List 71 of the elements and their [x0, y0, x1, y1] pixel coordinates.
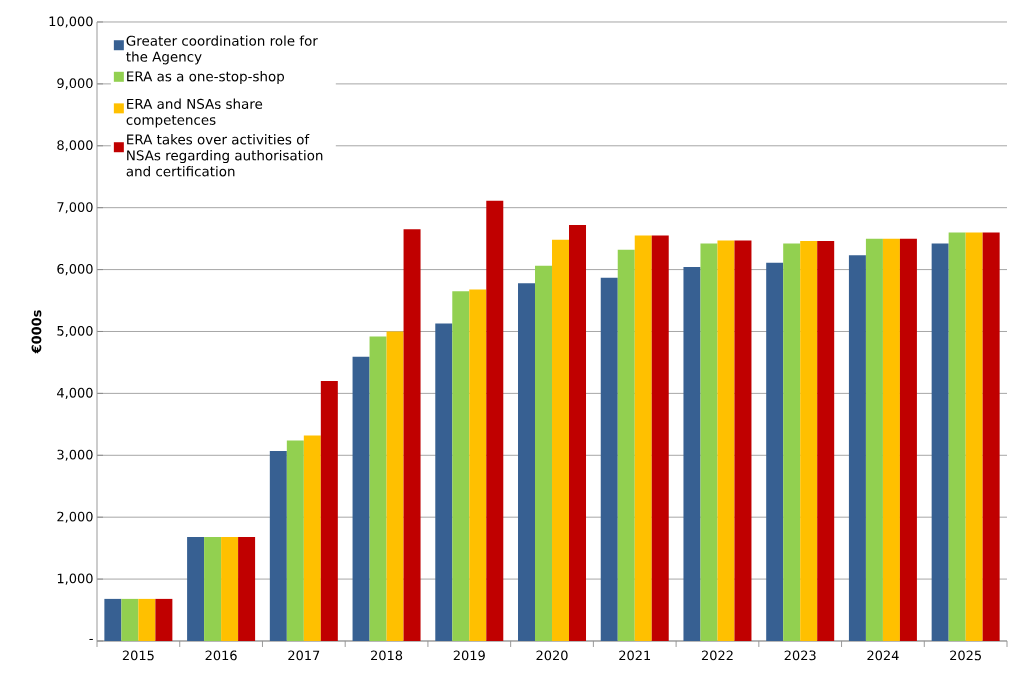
bar	[552, 239, 570, 641]
legend-label: ERA and NSAs share competences	[126, 98, 263, 128]
bar	[138, 598, 156, 641]
x-tick-label: 2023	[784, 650, 816, 661]
x-tick-label: 2018	[371, 650, 403, 661]
y-tick-label: 6,000	[57, 264, 93, 276]
bar	[734, 240, 752, 641]
bar	[783, 243, 801, 641]
x-tick-label: 2024	[867, 650, 899, 661]
bar	[800, 241, 818, 641]
x-tick-label: 2020	[536, 650, 568, 661]
bar	[651, 235, 669, 641]
bar	[766, 262, 784, 641]
y-tick-label: -	[89, 638, 93, 640]
bar	[982, 232, 1000, 641]
bar	[817, 241, 835, 641]
x-tick-label: 2021	[619, 650, 651, 661]
bar	[352, 356, 370, 641]
bar	[486, 200, 504, 641]
legend-label: ERA takes over activities of NSAs regarding authorisation and certification	[126, 134, 323, 177]
bar	[369, 336, 387, 641]
bar	[204, 536, 222, 641]
x-tick-label: 2022	[701, 650, 733, 661]
bar	[121, 598, 139, 641]
bar	[569, 225, 587, 641]
bar	[617, 249, 635, 641]
bar	[931, 243, 949, 641]
bar	[269, 450, 287, 641]
y-tick-label: 5,000	[57, 325, 93, 338]
bar	[238, 536, 256, 641]
legend-label: Greater coordination role for the Agency	[126, 35, 318, 65]
x-tick-label: 2025	[950, 650, 981, 661]
bar	[683, 267, 701, 641]
bar	[965, 232, 983, 641]
y-tick-label: 2,000	[57, 511, 93, 523]
y-tick-label: 10,000	[49, 16, 93, 28]
bar	[320, 381, 338, 641]
bar	[535, 265, 553, 641]
y-tick-label: 4,000	[57, 387, 93, 399]
bar	[386, 331, 404, 641]
bar	[104, 598, 122, 641]
y-axis-title: €000s	[31, 310, 42, 354]
bar	[187, 536, 205, 641]
y-tick-label: 3,000	[57, 449, 93, 461]
x-tick-label: 2017	[288, 650, 320, 661]
bar	[848, 255, 866, 641]
bar	[700, 243, 718, 641]
bar	[403, 229, 421, 641]
y-tick-label: 1,000	[57, 573, 93, 585]
bar	[452, 291, 470, 641]
bar	[948, 232, 966, 641]
bar	[865, 238, 883, 641]
bar	[221, 536, 239, 641]
y-tick-label: 7,000	[57, 202, 93, 214]
y-tick-label: 9,000	[57, 78, 93, 90]
bar	[435, 323, 453, 641]
bar	[882, 238, 900, 641]
bar	[717, 240, 735, 641]
bar	[634, 235, 652, 641]
bar	[518, 283, 536, 641]
x-tick-label: 2016	[205, 650, 237, 661]
bar	[155, 598, 173, 641]
bar	[600, 277, 618, 641]
x-tick-label: 2019	[453, 650, 485, 661]
y-tick-label: 8,000	[57, 140, 93, 152]
bar	[899, 238, 917, 641]
bar	[469, 289, 487, 641]
x-tick-label: 2015	[122, 650, 154, 661]
bar	[303, 435, 321, 641]
legend-label: ERA as a one-stop-shop	[127, 71, 285, 85]
bar	[286, 440, 304, 641]
